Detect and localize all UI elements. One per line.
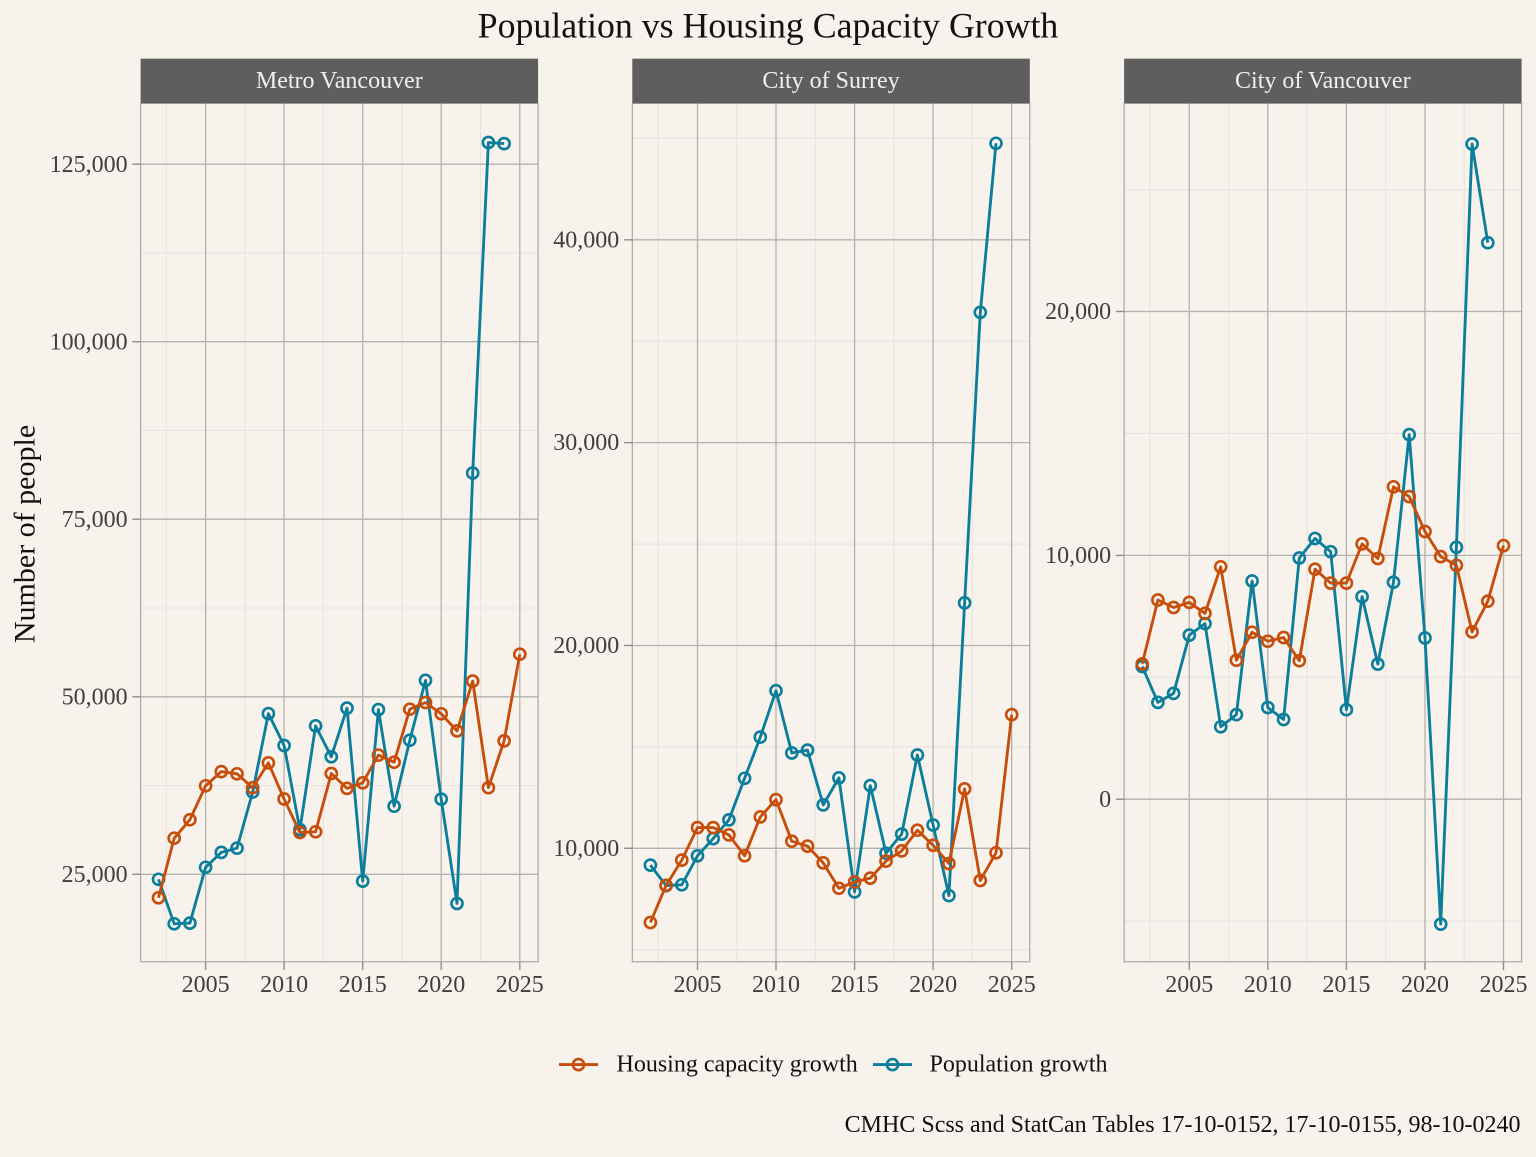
svg-text:2010: 2010: [260, 972, 308, 998]
svg-text:2015: 2015: [339, 972, 387, 998]
svg-text:125,000: 125,000: [50, 152, 128, 178]
svg-text:2005: 2005: [674, 972, 722, 998]
svg-text:25,000: 25,000: [62, 862, 128, 888]
svg-text:10,000: 10,000: [553, 836, 619, 862]
svg-text:Population growth: Population growth: [930, 1051, 1108, 1077]
svg-text:30,000: 30,000: [553, 430, 619, 456]
svg-text:20,000: 20,000: [553, 633, 619, 659]
svg-text:2015: 2015: [831, 972, 879, 998]
svg-text:2015: 2015: [1322, 972, 1370, 998]
svg-text:0: 0: [1099, 787, 1111, 813]
svg-text:Metro Vancouver: Metro Vancouver: [256, 68, 423, 94]
svg-text:20,000: 20,000: [1045, 299, 1111, 325]
svg-text:50,000: 50,000: [62, 684, 128, 710]
svg-text:Housing capacity growth: Housing capacity growth: [617, 1051, 858, 1077]
svg-text:City of Surrey: City of Surrey: [762, 68, 899, 94]
svg-text:Number of people: Number of people: [9, 425, 42, 643]
svg-text:2020: 2020: [1401, 972, 1449, 998]
svg-text:75,000: 75,000: [62, 507, 128, 533]
svg-text:2010: 2010: [752, 972, 800, 998]
svg-text:40,000: 40,000: [553, 227, 619, 253]
svg-text:2025: 2025: [988, 972, 1036, 998]
svg-text:City of Vancouver: City of Vancouver: [1235, 68, 1411, 94]
svg-text:CMHC Scss and StatCan Tables 1: CMHC Scss and StatCan Tables 17-10-0152,…: [845, 1112, 1521, 1138]
svg-text:2025: 2025: [1480, 972, 1528, 998]
svg-text:2020: 2020: [417, 972, 465, 998]
svg-text:2005: 2005: [1165, 972, 1213, 998]
svg-text:2025: 2025: [496, 972, 544, 998]
svg-text:2020: 2020: [909, 972, 957, 998]
svg-text:10,000: 10,000: [1045, 543, 1111, 569]
svg-text:2005: 2005: [182, 972, 230, 998]
svg-text:2010: 2010: [1244, 972, 1292, 998]
svg-text:100,000: 100,000: [50, 329, 128, 355]
svg-text:Population vs Housing Capacity: Population vs Housing Capacity Growth: [478, 6, 1059, 46]
